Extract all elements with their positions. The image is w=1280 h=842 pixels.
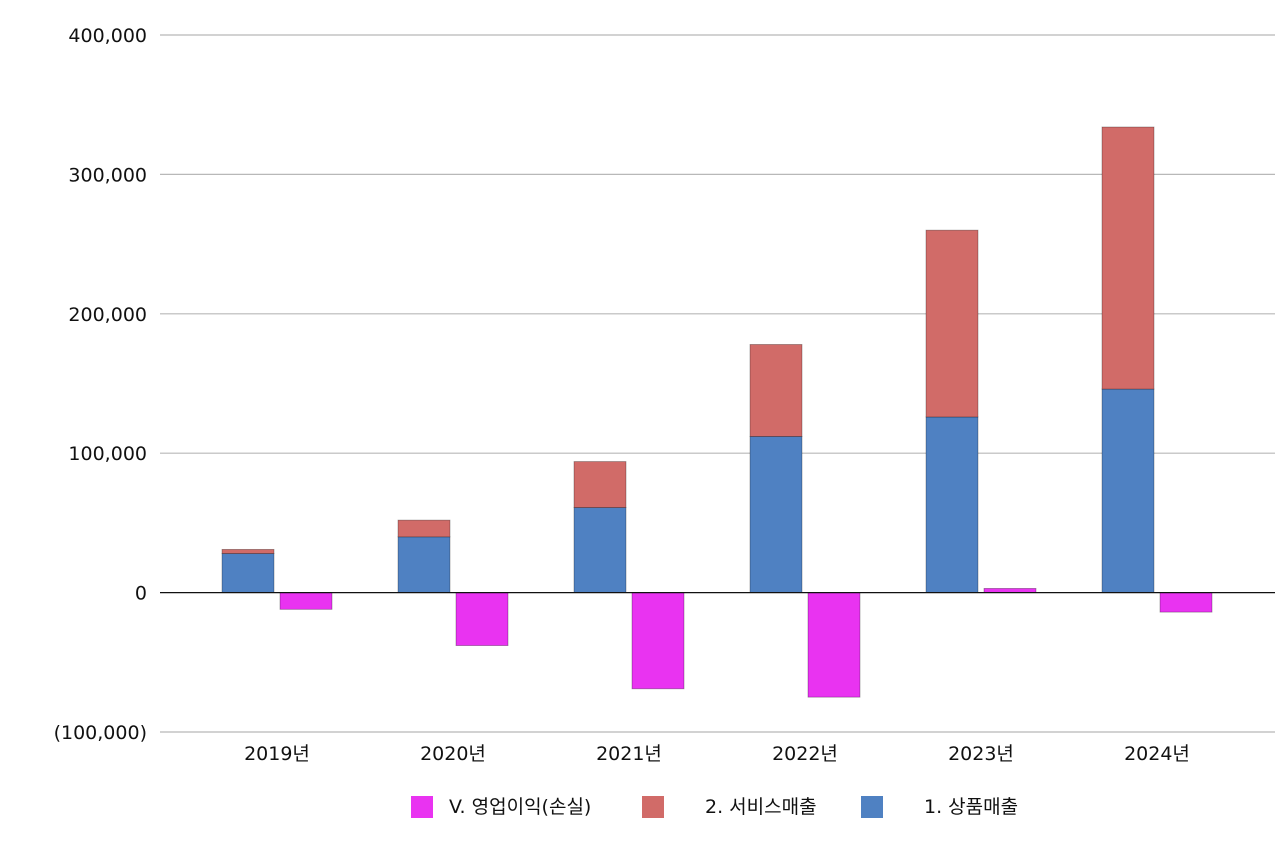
- x-tick-label: 2021년: [596, 743, 662, 765]
- bar-revenue-3: [573, 461, 627, 508]
- x-tick-label: 2020년: [420, 743, 486, 765]
- bar-revenue-6: [1101, 126, 1155, 390]
- y-tick-label: 200,000: [68, 304, 147, 326]
- legend-swatch: [861, 796, 883, 818]
- x-tick-label: 2022년: [772, 743, 838, 765]
- bar-revenue-4: [749, 344, 803, 437]
- y-tick-label: 100,000: [68, 443, 147, 465]
- legend-swatch: [411, 796, 433, 818]
- bar-revenue-5: [925, 416, 979, 593]
- bar-revenue-1: [221, 553, 275, 593]
- bar-revenue-1: [221, 548, 275, 554]
- bar-revenue-6: [1101, 388, 1155, 593]
- y-tick-label: 400,000: [68, 25, 147, 47]
- bar-profit-4: [807, 592, 861, 698]
- bar-revenue-3: [573, 507, 627, 594]
- bar-profit-3: [631, 592, 685, 690]
- legend-label: 1. 상품매출: [924, 796, 1018, 818]
- bar-revenue-2: [397, 519, 451, 538]
- bar-profit-6: [1159, 592, 1213, 613]
- legend-label: V. 영업이익(손실): [449, 796, 591, 818]
- y-tick-label: (100,000): [54, 722, 147, 744]
- x-tick-label: 2019년: [244, 743, 310, 765]
- bars: [221, 126, 1213, 698]
- legend: V. 영업이익(손실) 2. 서비스매출 1. 상품매출: [411, 796, 1018, 818]
- y-tick-label: 300,000: [68, 164, 147, 186]
- y-axis-ticks: 400,000 300,000 200,000 100,000 0 (100,000): [54, 25, 147, 744]
- legend-label: 2. 서비스매출: [705, 796, 817, 818]
- legend-swatch: [642, 796, 664, 818]
- bar-revenue-2: [397, 536, 451, 594]
- bar-profit-1: [279, 592, 333, 610]
- bar-revenue-4: [749, 436, 803, 593]
- bar-profit-2: [455, 592, 509, 646]
- x-tick-label: 2023년: [948, 743, 1014, 765]
- y-tick-label: 0: [135, 583, 147, 605]
- gridlines: [160, 34, 1275, 733]
- bar-revenue-5: [925, 229, 979, 418]
- x-axis-ticks: 2019년 2020년 2021년 2022년 2023년 2024년: [244, 743, 1190, 765]
- x-tick-label: 2024년: [1124, 743, 1190, 765]
